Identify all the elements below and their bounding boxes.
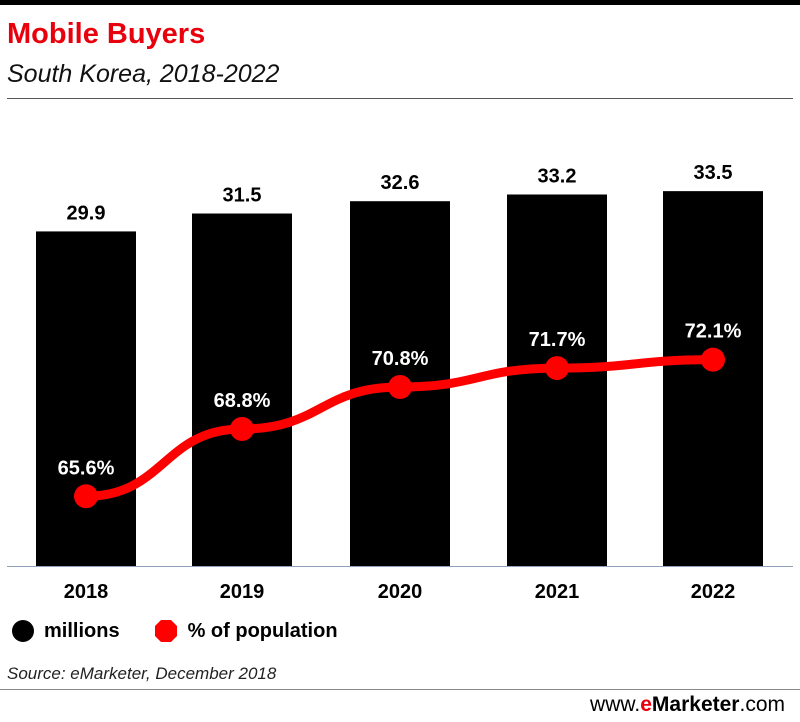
x-tick-label-2020: 2020 [378,581,423,603]
population-label-2020: 70.8% [372,348,429,370]
x-tick-label-2018: 2018 [64,581,109,603]
population-label-2018: 65.6% [58,457,115,479]
legend-swatch-millions [12,620,34,642]
bar-value-label-2021: 33.2 [538,165,577,187]
x-tick-label-2019: 2019 [220,581,265,603]
population-label-2019: 68.8% [214,390,271,412]
brand-suffix: .com [739,693,785,716]
population-point-2020 [388,374,412,399]
top-bar [0,0,800,5]
bar-2022 [663,191,763,566]
population-label-2022: 72.1% [685,321,742,343]
bar-2018 [36,231,136,566]
footer-divider [0,689,800,690]
population-label-2021: 71.7% [529,329,586,351]
legend-label-millions: millions [44,619,120,642]
brand-prefix: www. [590,693,641,716]
bar-value-label-2022: 33.5 [694,162,733,184]
chart-subtitle: South Korea, 2018-2022 [7,60,280,88]
source-note: Source: eMarketer, December 2018 [7,664,277,683]
population-point-2022 [701,347,725,372]
brand-e: e [640,693,652,716]
chart-title: Mobile Buyers [7,18,206,50]
legend-item-population: % of population [154,619,338,643]
bar-value-label-2019: 31.5 [223,185,262,207]
x-tick-label-2021: 2021 [535,581,580,603]
bar-value-label-2020: 32.6 [381,172,420,194]
title-divider [7,98,793,99]
bar-2019 [192,213,292,566]
legend-swatch-population [154,620,177,642]
bar-2021 [507,194,607,566]
population-point-2021 [545,356,569,381]
brand-link[interactable]: www.eMarketer.com [590,693,785,717]
population-point-2019 [230,417,254,442]
brand-name: Marketer [651,693,740,716]
population-point-2018 [74,484,98,509]
legend-label-population: % of population [187,619,338,642]
legend-item-millions: millions [12,620,120,643]
x-tick-label-2022: 2022 [691,581,736,603]
legend: millions % of population [12,617,372,645]
bar-value-label-2018: 29.9 [67,202,106,224]
